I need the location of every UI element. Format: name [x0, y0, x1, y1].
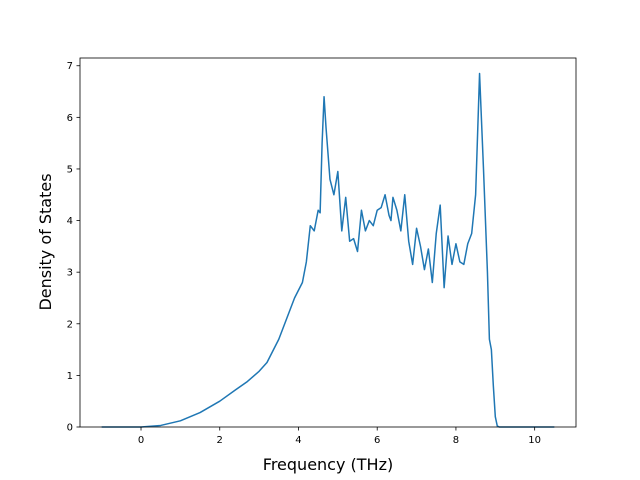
- y-axis-label: Density of States: [36, 173, 55, 310]
- y-tick-label: 3: [67, 268, 73, 279]
- axes-frame: [79, 57, 577, 428]
- x-tick-label: 0: [138, 435, 144, 446]
- y-tick-label: 5: [67, 164, 73, 175]
- y-tick-label: 2: [67, 319, 73, 330]
- x-tick-label: 8: [453, 435, 459, 446]
- x-tick-label: 2: [217, 435, 223, 446]
- x-tick-label: 10: [528, 435, 541, 446]
- x-tick-label: 4: [295, 435, 301, 446]
- plot-area: 0 2 4 6 8 10 0 1 2 3 4 5 6 7: [67, 57, 577, 446]
- series-line-1: [101, 72, 555, 428]
- y-tick-label: 1: [67, 371, 73, 382]
- x-tick-label: 6: [374, 435, 380, 446]
- y-tick-label: 6: [67, 113, 73, 124]
- x-axis-label: Frequency (THz): [263, 455, 393, 474]
- y-tick-label: 4: [67, 216, 73, 227]
- y-tick-label: 7: [67, 61, 73, 72]
- y-tick-label: 0: [67, 423, 73, 434]
